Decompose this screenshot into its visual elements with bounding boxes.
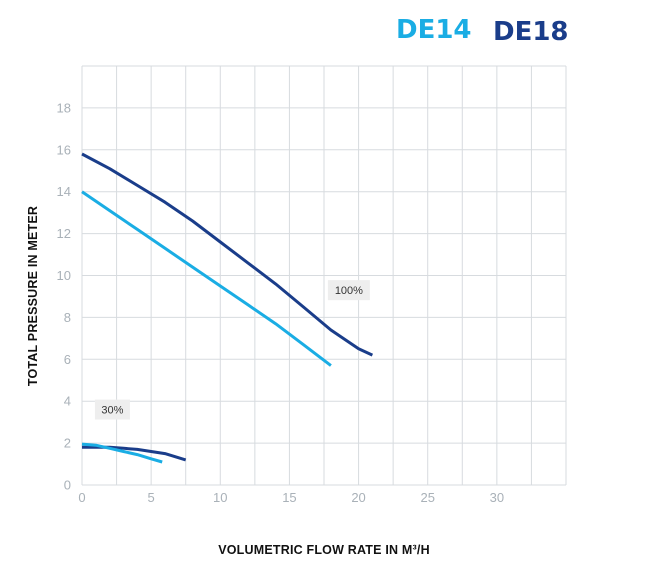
y-tick-label: 4 [64,394,71,409]
x-tick-label: 25 [420,490,434,505]
annotation-label: 30% [94,399,130,420]
x-tick-label: 10 [213,490,227,505]
annotation-box [327,280,370,301]
curves [81,152,374,464]
y-tick-label: 6 [64,352,71,367]
annotation-label: 100% [327,280,370,301]
series-line-de14 [81,442,163,464]
y-axis-title: TOTAL PRESSURE IN METER [26,206,40,386]
y-tick-label: 0 [64,478,71,493]
series-line-de14 [81,190,332,367]
legend-de18-label: DE18 [493,17,569,47]
x-tick-label: 20 [351,490,365,505]
series-line-de18 [81,152,374,357]
y-tick-label: 8 [64,310,71,325]
x-tick-label: 30 [490,490,504,505]
annotation-text: 30% [101,405,123,417]
annotation-text: 100% [335,285,363,297]
x-tick-label: 5 [148,490,155,505]
y-tick-label: 16 [57,142,71,157]
legend-de14-label: DE14 [396,15,472,45]
y-tick-label: 18 [57,100,71,115]
x-axis-title: VOLUMETRIC FLOW RATE IN M³/H [218,543,430,557]
y-tick-label: 14 [57,184,71,199]
y-tick-label: 2 [64,436,71,451]
axis-ticks: 0 2 4 6 8 10 12 14 16 18 0 5 10 15 20 25 30 [57,100,505,505]
y-tick-label: 12 [57,226,71,241]
annotations: 100% 30% [94,280,370,420]
annotation-box [94,399,130,420]
y-tick-label: 10 [57,268,71,283]
x-tick-label: 0 [78,490,85,505]
x-tick-label: 15 [282,490,296,505]
grid-lines [81,65,567,486]
